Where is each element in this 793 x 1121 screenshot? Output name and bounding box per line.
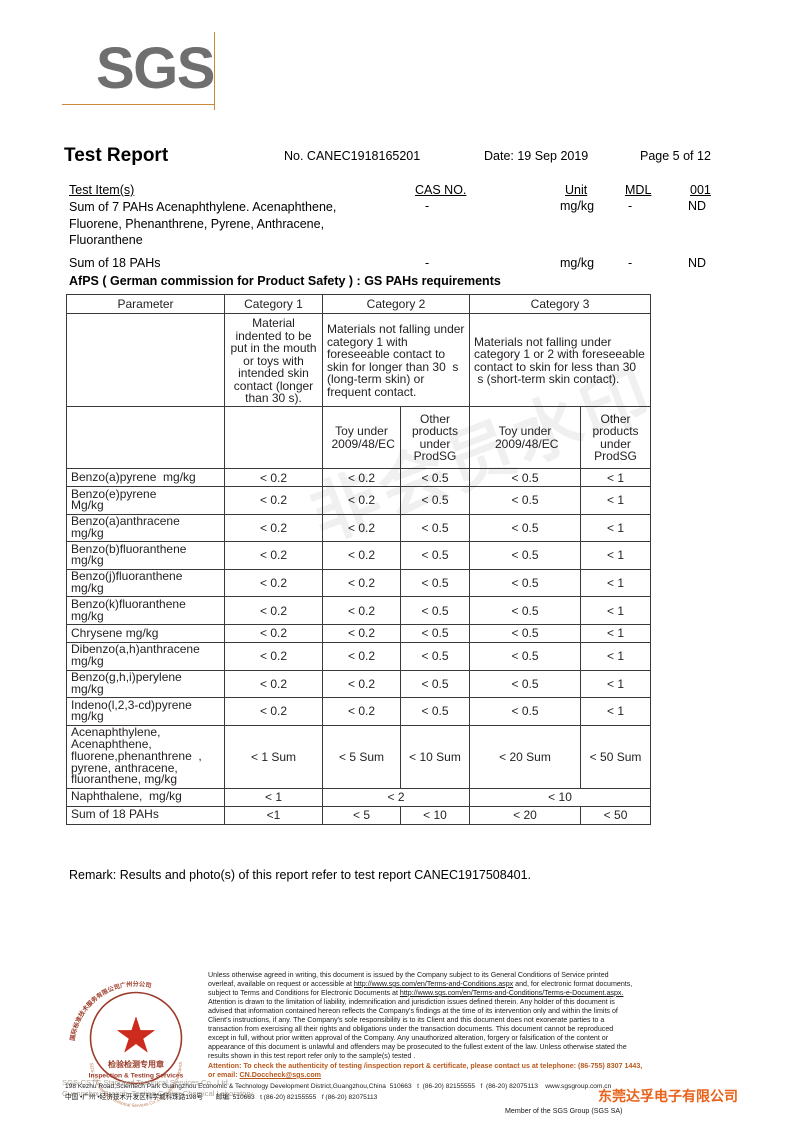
svg-text:检验检测专用章: 检验检测专用章 — [108, 1059, 164, 1069]
